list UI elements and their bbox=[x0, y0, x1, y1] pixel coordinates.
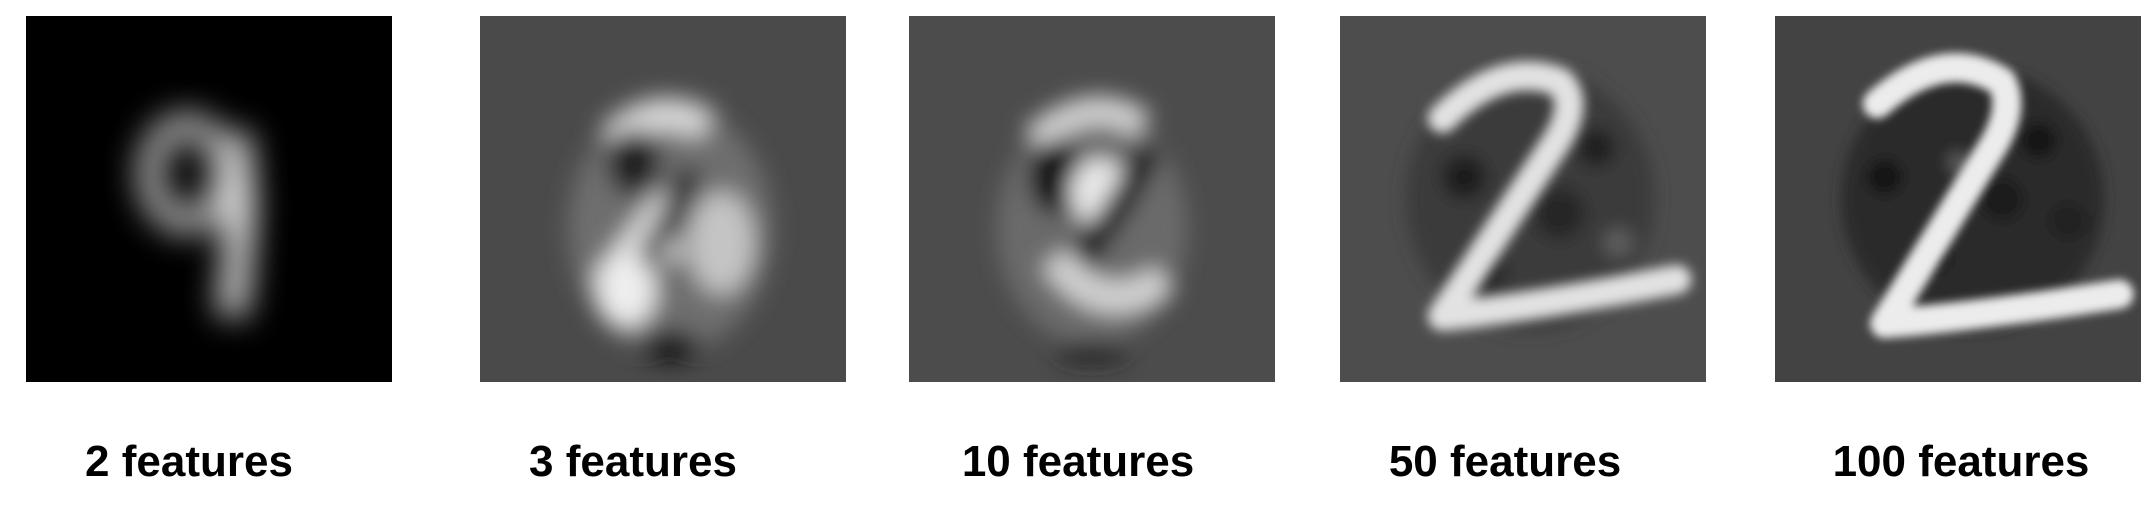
caption-3-features: 3 features bbox=[529, 437, 737, 486]
reconstruction-image-100-features bbox=[1775, 16, 2141, 382]
caption-10-features: 10 features bbox=[961, 437, 1195, 486]
caption-2-features: 2 features bbox=[85, 437, 293, 486]
reconstruction-image-50-features bbox=[1340, 16, 1706, 382]
caption-100-features: 100 features bbox=[1832, 437, 2090, 486]
reconstruction-image-3-features bbox=[480, 16, 846, 382]
caption-50-features: 50 features bbox=[1388, 437, 1622, 486]
reconstruction-image-10-features bbox=[909, 16, 1275, 382]
reconstruction-image-2-features bbox=[26, 16, 392, 382]
